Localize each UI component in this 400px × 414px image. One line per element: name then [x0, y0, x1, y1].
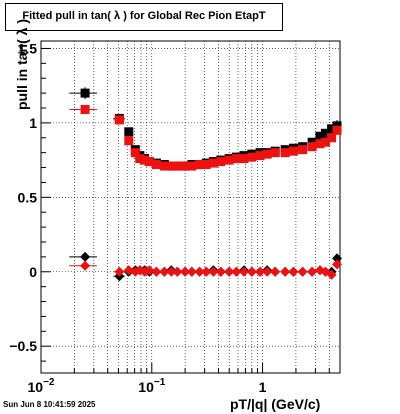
x-tick-label: 10−2: [28, 377, 55, 395]
data-point-square: [80, 88, 90, 98]
data-point-square: [270, 148, 280, 158]
data-point-diamond: [123, 265, 134, 276]
y-tick-label: 1.5: [18, 40, 38, 56]
data-point-square: [208, 158, 218, 168]
data-point-square: [327, 133, 337, 143]
data-point-diamond: [166, 266, 177, 277]
data-point-square: [247, 152, 257, 162]
data-point-square: [298, 145, 308, 155]
grid-lines: [40, 41, 341, 373]
data-point-square: [187, 161, 197, 171]
data-point-square: [321, 137, 331, 147]
x-tick-label: 1: [259, 379, 267, 395]
data-point-square: [130, 148, 140, 158]
data-point-diamond: [255, 266, 266, 277]
data-point-square: [216, 157, 226, 167]
data-point-square: [231, 154, 241, 164]
y-tick-label: −0.5: [9, 338, 37, 354]
data-point-diamond: [270, 266, 281, 277]
x-axis-title: pT/|q| (GeV/c): [230, 396, 321, 412]
data-point-diamond: [332, 253, 343, 264]
data-series: [69, 87, 342, 171]
axis-ticks: [40, 47, 341, 373]
y-tick-label: 1: [29, 115, 37, 131]
data-series: [69, 104, 342, 171]
data-point-diamond: [201, 266, 212, 277]
data-point-diamond: [215, 266, 226, 277]
data-point-diamond: [172, 266, 183, 277]
chart-title: Fitted pull in tan( λ ) for Global Rec P…: [22, 10, 266, 22]
data-point-square: [124, 136, 134, 146]
data-point-diamond: [246, 266, 257, 277]
data-series: [69, 259, 343, 280]
data-point-diamond: [151, 266, 162, 277]
data-point-square: [201, 160, 211, 170]
data-point-diamond: [80, 260, 91, 271]
data-point-square: [180, 161, 190, 171]
data-series: [69, 251, 343, 282]
y-tick-label: 0.5: [18, 189, 38, 205]
data-point-square: [307, 142, 317, 152]
y-tick-label: 0: [29, 264, 37, 280]
data-point-square: [166, 161, 176, 171]
chart-title-box: Fitted pull in tan( λ ) for Global Rec P…: [5, 3, 283, 31]
data-point-diamond: [262, 266, 273, 277]
x-tick-label: 10−1: [138, 377, 165, 395]
data-point-square: [172, 161, 182, 171]
data-point-square: [239, 154, 249, 164]
data-point-diamond: [224, 266, 235, 277]
data-point-square: [144, 157, 154, 167]
plot-frame: [40, 40, 341, 374]
plot-area-frame: [40, 40, 341, 374]
data-point-diamond: [288, 266, 299, 277]
data-point-square: [315, 139, 325, 149]
tick-labels: −0.5 0 0.5 1 1.5 10−2 10−1 1: [9, 40, 266, 395]
data-point-square: [332, 125, 342, 135]
data-point-square: [195, 160, 205, 170]
data-point-diamond: [80, 251, 91, 262]
data-point-diamond: [208, 266, 219, 277]
y-axis-title: pull in tan( λ ): [14, 19, 30, 110]
data-point-square: [255, 151, 265, 161]
data-point-square: [80, 104, 90, 114]
data-point-diamond: [194, 266, 205, 277]
data-point-diamond: [159, 266, 170, 277]
data-point-diamond: [326, 269, 337, 280]
data-point-diamond: [297, 266, 308, 277]
data-point-diamond: [239, 266, 250, 277]
data-point-square: [124, 127, 134, 137]
data-point-diamond: [332, 259, 343, 270]
data-point-diamond: [144, 265, 155, 276]
data-point-square: [321, 128, 331, 138]
data-point-square: [140, 155, 150, 165]
data-point-square: [114, 115, 124, 125]
data-point-square: [159, 161, 169, 171]
data-point-square: [262, 149, 272, 159]
data-markers: [69, 87, 343, 282]
data-point-square: [315, 131, 325, 141]
date-stamp: Sun Jun 8 10:41:59 2025: [3, 400, 96, 409]
data-point-square: [288, 146, 298, 156]
data-point-diamond: [114, 266, 125, 277]
data-point-square: [151, 160, 161, 170]
data-point-diamond: [231, 266, 242, 277]
data-point-diamond: [307, 266, 318, 277]
data-point-square: [135, 154, 145, 164]
data-point-diamond: [280, 266, 291, 277]
data-point-diamond: [186, 266, 197, 277]
data-point-square: [280, 148, 290, 158]
data-point-diamond: [180, 266, 191, 277]
data-point-square: [327, 124, 337, 134]
data-point-square: [224, 155, 234, 165]
